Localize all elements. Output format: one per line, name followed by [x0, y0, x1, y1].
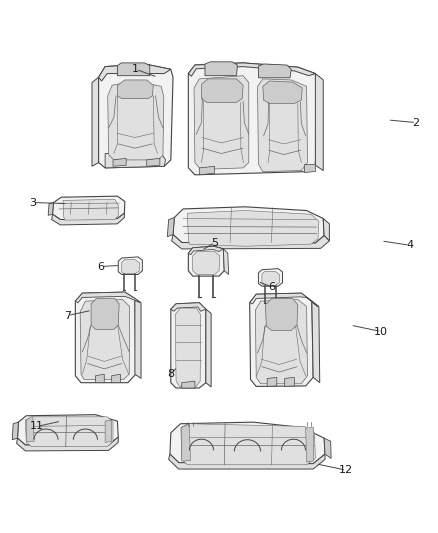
Text: 2: 2 — [413, 118, 420, 127]
Polygon shape — [323, 219, 329, 241]
Polygon shape — [147, 158, 160, 166]
Text: 10: 10 — [374, 327, 388, 336]
Polygon shape — [172, 235, 329, 249]
Polygon shape — [75, 292, 136, 383]
Polygon shape — [92, 77, 99, 166]
Polygon shape — [188, 246, 223, 255]
Polygon shape — [267, 377, 277, 386]
Polygon shape — [75, 292, 140, 303]
Text: 1: 1 — [132, 64, 139, 74]
Polygon shape — [99, 64, 171, 81]
Polygon shape — [258, 79, 307, 172]
Polygon shape — [223, 249, 229, 274]
Polygon shape — [12, 422, 18, 440]
Polygon shape — [135, 298, 141, 378]
Polygon shape — [312, 301, 320, 383]
Polygon shape — [265, 298, 298, 330]
Polygon shape — [63, 199, 118, 220]
Polygon shape — [117, 63, 150, 76]
Polygon shape — [193, 252, 220, 274]
Polygon shape — [188, 63, 318, 175]
Polygon shape — [95, 374, 104, 383]
Polygon shape — [175, 308, 201, 386]
Polygon shape — [262, 271, 279, 286]
Polygon shape — [324, 438, 331, 458]
Polygon shape — [105, 420, 112, 442]
Text: 6: 6 — [97, 262, 104, 271]
Text: 8: 8 — [167, 369, 174, 379]
Polygon shape — [304, 164, 315, 172]
Polygon shape — [182, 424, 191, 461]
Polygon shape — [187, 211, 319, 246]
Polygon shape — [18, 415, 118, 445]
Polygon shape — [250, 293, 318, 306]
Polygon shape — [170, 422, 325, 465]
Polygon shape — [194, 76, 249, 169]
Polygon shape — [112, 374, 120, 383]
Polygon shape — [263, 81, 302, 103]
Text: 6: 6 — [268, 282, 275, 292]
Polygon shape — [80, 300, 130, 379]
Polygon shape — [48, 203, 53, 215]
Polygon shape — [250, 293, 313, 386]
Polygon shape — [188, 63, 315, 76]
Polygon shape — [167, 217, 174, 237]
Text: 7: 7 — [64, 311, 71, 320]
Polygon shape — [52, 213, 124, 225]
Polygon shape — [201, 79, 243, 102]
Text: 11: 11 — [30, 422, 44, 431]
Polygon shape — [182, 381, 195, 388]
Polygon shape — [105, 149, 166, 168]
Polygon shape — [122, 260, 139, 273]
Polygon shape — [315, 74, 323, 171]
Polygon shape — [91, 298, 119, 329]
Polygon shape — [258, 64, 291, 78]
Polygon shape — [108, 81, 164, 160]
Text: 4: 4 — [406, 240, 413, 250]
Polygon shape — [26, 416, 34, 441]
Polygon shape — [205, 62, 237, 76]
Polygon shape — [17, 437, 118, 451]
Polygon shape — [188, 246, 224, 276]
Polygon shape — [173, 207, 324, 245]
Polygon shape — [206, 309, 211, 387]
Text: 12: 12 — [339, 465, 353, 475]
Polygon shape — [53, 196, 125, 220]
Polygon shape — [255, 300, 307, 384]
Polygon shape — [169, 454, 325, 469]
Polygon shape — [117, 80, 153, 99]
Polygon shape — [99, 64, 173, 168]
Polygon shape — [181, 424, 315, 465]
Polygon shape — [306, 427, 314, 462]
Text: 5: 5 — [211, 238, 218, 247]
Text: 3: 3 — [29, 198, 36, 207]
Polygon shape — [199, 166, 215, 175]
Polygon shape — [258, 269, 283, 286]
Polygon shape — [285, 377, 294, 386]
Polygon shape — [25, 417, 113, 447]
Polygon shape — [171, 303, 206, 388]
Polygon shape — [113, 158, 126, 166]
Polygon shape — [171, 303, 206, 311]
Polygon shape — [118, 257, 142, 274]
